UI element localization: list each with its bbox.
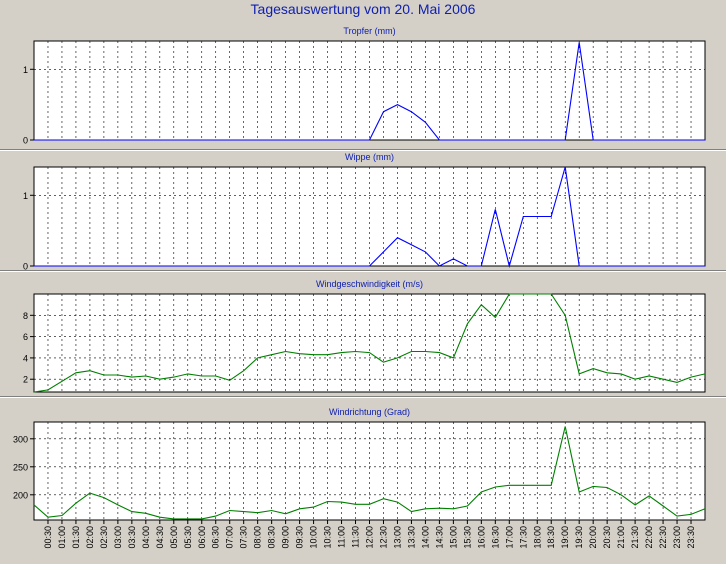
x-tick-label: 05:00	[169, 526, 179, 549]
x-tick-label: 18:30	[546, 526, 556, 549]
panel-title: Wippe (mm)	[345, 152, 394, 162]
x-tick-label: 11:00	[337, 526, 347, 548]
x-tick-label: 04:30	[155, 526, 165, 549]
x-tick-label: 20:30	[602, 526, 612, 549]
x-tick-label: 15:30	[462, 526, 472, 549]
x-tick-label: 23:00	[672, 526, 682, 549]
panel-title: Windgeschwindigkeit (m/s)	[316, 279, 423, 289]
y-tick-label: 0	[23, 262, 28, 272]
x-tick-label: 22:00	[644, 526, 654, 549]
series-line	[34, 166, 705, 269]
x-tick-label: 18:00	[532, 526, 542, 549]
x-tick-label: 20:00	[588, 526, 598, 549]
y-tick-label: 0	[23, 136, 28, 146]
y-tick-label: 1	[23, 191, 28, 201]
x-tick-label: 10:30	[323, 526, 333, 549]
x-tick-label: 04:00	[141, 526, 151, 549]
plot-area	[34, 167, 705, 266]
x-tick-label: 01:30	[71, 526, 81, 549]
x-tick-label: 05:30	[183, 526, 193, 549]
panel-separator	[0, 396, 726, 398]
x-tick-label: 11:30	[351, 526, 361, 548]
x-tick-label: 06:30	[211, 526, 221, 549]
x-tick-label: 00:30	[43, 526, 53, 549]
x-tick-label: 01:00	[57, 526, 67, 549]
y-tick-label: 4	[23, 353, 28, 363]
series-line	[34, 42, 705, 141]
plot-area	[34, 41, 705, 140]
x-tick-label: 09:00	[281, 526, 291, 549]
x-tick-label: 16:00	[476, 526, 486, 549]
x-tick-label: 07:00	[225, 526, 235, 549]
x-tick-label: 16:30	[490, 526, 500, 549]
x-tick-label: 08:00	[253, 526, 263, 549]
x-tick-label: 10:00	[309, 526, 319, 549]
x-tick-label: 02:00	[85, 526, 95, 549]
y-tick-label: 300	[13, 434, 28, 444]
y-tick-label: 250	[13, 462, 28, 472]
x-tick-label: 21:30	[630, 526, 640, 549]
x-tick-label: 08:30	[267, 526, 277, 549]
y-tick-label: 8	[23, 311, 28, 321]
x-tick-label: 03:30	[127, 526, 137, 549]
x-tick-label: 22:30	[658, 526, 668, 549]
x-tick-label: 19:00	[560, 526, 570, 549]
x-tick-label: 13:00	[392, 526, 402, 549]
y-tick-label: 2	[23, 375, 28, 385]
x-tick-label: 19:30	[574, 526, 584, 549]
x-tick-label: 14:30	[434, 526, 444, 549]
series-line	[33, 426, 706, 520]
x-tick-label: 12:30	[378, 526, 388, 549]
plot-frame	[33, 293, 706, 393]
panel-separator	[0, 270, 726, 272]
panel-title: Tropfer (mm)	[343, 26, 395, 36]
x-tick-label: 23:30	[686, 526, 696, 549]
y-tick-label: 200	[13, 490, 28, 500]
x-tick-label: 13:30	[406, 526, 416, 549]
y-tick-label: 6	[23, 332, 28, 342]
y-tick-label: 1	[23, 65, 28, 75]
x-tick-label: 03:00	[113, 526, 123, 549]
x-tick-label: 21:00	[616, 526, 626, 549]
panel-title: Windrichtung (Grad)	[329, 407, 410, 417]
chart-title: Tagesauswertung vom 20. Mai 2006	[250, 1, 476, 17]
x-tick-label: 02:30	[99, 526, 109, 549]
x-tick-label: 06:00	[197, 526, 207, 549]
series-line	[33, 293, 706, 393]
x-tick-label: 14:00	[420, 526, 430, 549]
panel-separator	[0, 149, 726, 151]
plot-area	[34, 422, 705, 520]
x-tick-label: 17:00	[504, 526, 514, 549]
x-tick-label: 09:30	[295, 526, 305, 549]
x-tick-label: 12:00	[365, 526, 375, 549]
x-tick-label: 07:30	[239, 526, 249, 549]
x-tick-label: 17:30	[518, 526, 528, 549]
x-tick-label: 15:00	[448, 526, 458, 549]
